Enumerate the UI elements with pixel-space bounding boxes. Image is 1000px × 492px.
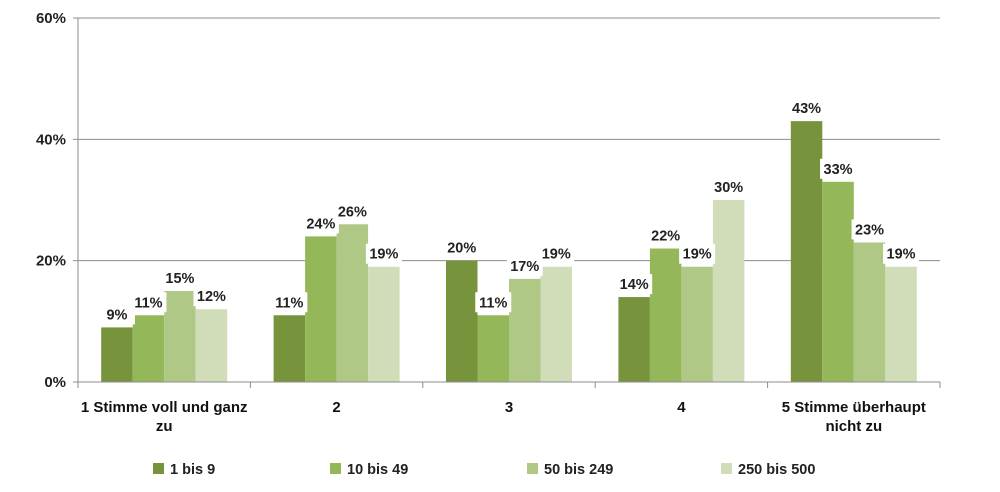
bar — [712, 200, 745, 382]
legend-swatch — [721, 463, 732, 474]
data-label-background — [883, 243, 920, 264]
category-label: zu — [156, 418, 173, 435]
legend: 1 bis 9 10 bis 49 50 bis 249 250 bis 500 — [153, 462, 815, 478]
bar — [885, 266, 917, 382]
data-label: 20% — [447, 241, 476, 257]
data-label: 11% — [275, 295, 303, 311]
bar — [305, 236, 337, 382]
bar — [618, 297, 650, 382]
legend-swatch — [330, 463, 341, 474]
y-tick-label: 0% — [44, 374, 66, 391]
data-label: 22% — [651, 229, 680, 245]
data-label-background — [443, 237, 480, 258]
category-label: nicht zu — [825, 418, 882, 435]
data-label-background — [851, 219, 888, 240]
data-label: 43% — [792, 101, 821, 117]
data-label: 11% — [479, 295, 507, 311]
category-labels: 1 Stimme voll und ganz zu 2 3 4 5 Stimme über… — [81, 399, 926, 435]
data-label-background — [334, 201, 371, 222]
data-label-background — [475, 292, 512, 313]
data-label: 23% — [855, 222, 884, 238]
y-tick-label: 20% — [36, 253, 66, 270]
bar — [822, 181, 854, 382]
category-label: 3 — [505, 399, 513, 416]
data-label: 26% — [338, 204, 367, 220]
data-label: 19% — [369, 247, 398, 263]
bar — [368, 266, 400, 382]
data-label: 11% — [134, 295, 162, 311]
data-label-background — [679, 243, 716, 264]
data-label: 17% — [510, 259, 539, 275]
y-tick-label: 40% — [36, 131, 66, 148]
y-axis-ticks: 0% 20% 40% 60% — [36, 10, 79, 391]
bar — [681, 266, 713, 382]
data-label-background — [647, 225, 684, 246]
data-labels: 9%11%15%12% 11%24%26%19% 20%11%17%19%14%22… — [98, 98, 920, 325]
bar — [101, 327, 133, 382]
bar — [195, 309, 228, 382]
category-label: 4 — [677, 399, 686, 416]
category-label: 5 Stimme überhaupt — [782, 399, 926, 416]
data-label-background — [365, 243, 402, 264]
data-label: 19% — [683, 247, 712, 263]
data-label-background — [616, 274, 653, 295]
data-label-background — [271, 292, 308, 313]
data-label: 9% — [106, 307, 127, 323]
bar — [273, 315, 306, 382]
bar — [853, 242, 886, 382]
data-label: 24% — [306, 216, 335, 232]
data-label-background — [820, 158, 857, 179]
legend-label: 250 bis 500 — [738, 462, 815, 478]
data-label-background — [302, 213, 339, 234]
legend-label: 1 bis 9 — [170, 462, 215, 478]
data-label: 14% — [620, 277, 649, 293]
data-label: 15% — [165, 271, 194, 287]
bar — [649, 248, 682, 382]
data-label-background — [161, 268, 198, 288]
legend-label: 50 bis 249 — [544, 462, 613, 478]
data-label-background — [98, 304, 135, 325]
legend-swatch — [527, 463, 538, 474]
data-label-background — [506, 255, 543, 276]
bar — [790, 121, 823, 382]
bar — [477, 315, 509, 382]
data-label: 33% — [824, 162, 853, 178]
bar — [509, 278, 541, 382]
data-label-background — [788, 98, 825, 119]
data-label: 12% — [197, 289, 226, 305]
y-tick-label: 60% — [36, 10, 66, 27]
data-label-background — [538, 243, 575, 264]
data-label-background — [193, 286, 230, 307]
x-axis-ticks — [77, 382, 941, 388]
bar — [132, 315, 165, 382]
category-label: 1 Stimme voll und ganz — [81, 399, 248, 416]
bar — [446, 260, 478, 382]
bar — [336, 224, 369, 382]
bars — [101, 121, 917, 382]
legend-label: 10 bis 49 — [347, 462, 408, 478]
legend-swatch — [153, 463, 164, 474]
category-label: 2 — [332, 399, 340, 416]
data-label: 19% — [887, 247, 916, 263]
data-label-background — [710, 177, 747, 197]
bar — [164, 291, 196, 382]
bar — [540, 266, 572, 382]
data-label: 30% — [714, 180, 743, 196]
data-label-background — [130, 292, 167, 313]
data-label: 19% — [542, 247, 571, 263]
